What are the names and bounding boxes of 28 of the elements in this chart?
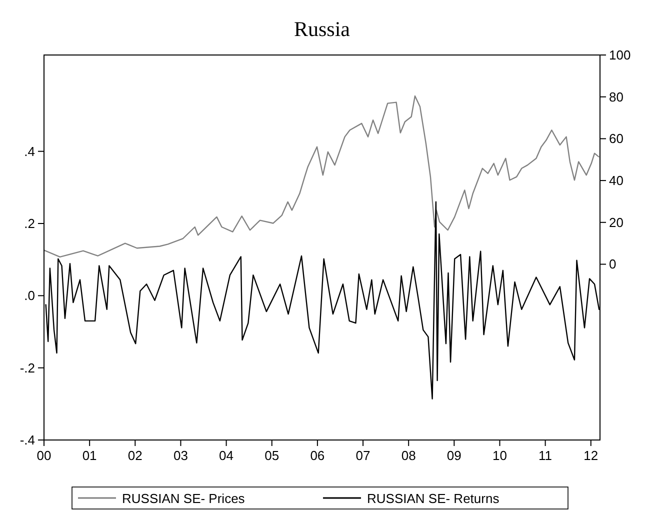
x-tick-label: 08 <box>401 448 416 463</box>
x-tick-label: 06 <box>310 448 325 463</box>
x-tick-label: 10 <box>492 448 507 463</box>
y2-tick-label: 100 <box>609 48 631 62</box>
y2-tick-label: 0 <box>609 256 616 272</box>
y-tick-label: .2 <box>24 216 35 232</box>
y2-tick-label: 40 <box>609 173 624 188</box>
line-series <box>43 95 600 258</box>
y2-tick-label: 80 <box>609 89 624 104</box>
y2-tick-label: 60 <box>609 131 624 146</box>
x-tick-label: 02 <box>128 448 142 463</box>
x-tick-label: 03 <box>173 448 188 463</box>
x-tick-label: 04 <box>219 448 234 463</box>
y-tick-label: .0 <box>24 288 35 304</box>
y-tick-label: -.4 <box>20 432 35 448</box>
x-tick-label: 00 <box>36 448 52 463</box>
chart-title: Russia <box>294 17 351 41</box>
y-tick-label: .4 <box>24 144 35 159</box>
legend-label: RUSSIAN SE- Returns <box>367 491 500 506</box>
x-tick-label: 12 <box>584 448 598 463</box>
x-tick-label: 09 <box>446 448 462 463</box>
y2-tick-label: 20 <box>609 214 624 230</box>
y-tick-label: -.2 <box>20 360 35 376</box>
x-tick-label: 05 <box>264 448 280 463</box>
x-tick-label: 07 <box>356 448 370 463</box>
x-tick-label: 01 <box>82 448 97 463</box>
x-tick-label: 11 <box>538 448 552 463</box>
legend-label: RUSSIAN SE- Prices <box>122 491 246 506</box>
